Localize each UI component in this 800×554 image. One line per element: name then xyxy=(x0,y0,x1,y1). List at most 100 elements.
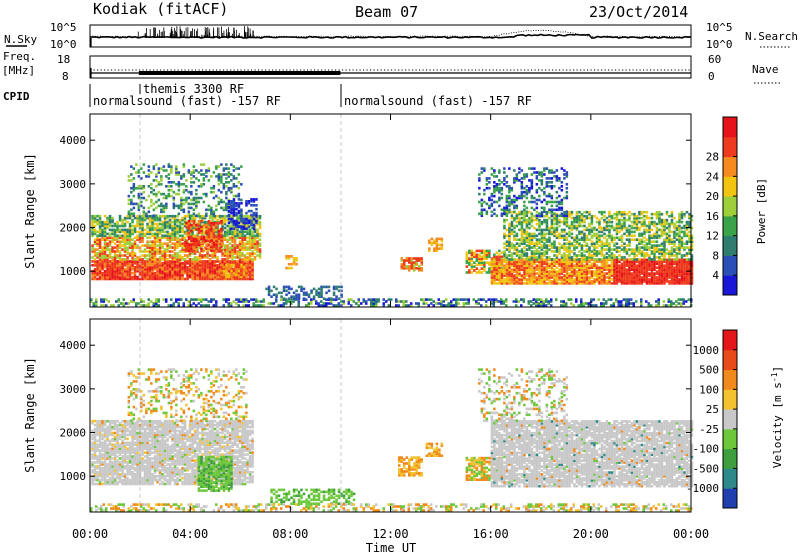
heatmap-cell xyxy=(151,260,154,263)
heatmap-cell xyxy=(563,230,566,234)
heatmap-cell xyxy=(673,274,676,277)
heatmap-cell xyxy=(508,236,511,240)
heatmap-cell xyxy=(655,228,659,232)
heatmap-cell xyxy=(640,276,644,279)
heatmap-cell xyxy=(118,230,122,234)
heatmap-cell xyxy=(658,250,661,253)
heatmap-cell xyxy=(136,238,139,241)
heatmap-cell xyxy=(470,267,474,270)
heatmap-cell xyxy=(653,260,656,264)
heatmap-cell xyxy=(231,262,234,265)
heatmap-cell xyxy=(170,171,173,174)
heatmap-cell xyxy=(196,262,199,265)
heatmap-cell xyxy=(178,238,182,241)
heatmap-cell xyxy=(148,269,152,273)
heatmap-cell xyxy=(490,270,494,273)
heatmap-cell xyxy=(187,196,191,200)
heatmap-cell xyxy=(190,243,193,247)
heatmap-cell xyxy=(212,235,216,239)
heatmap-cell xyxy=(535,280,539,283)
heatmap-cell xyxy=(241,269,244,273)
heatmap-cell xyxy=(540,262,544,266)
heatmap-cell xyxy=(128,260,132,263)
heatmap-cell xyxy=(690,256,694,259)
heatmap-cell xyxy=(111,258,114,261)
heatmap-cell xyxy=(560,246,564,249)
heatmap-cell xyxy=(668,256,671,259)
heatmap-cell xyxy=(223,218,227,222)
heatmap-cell xyxy=(498,282,501,285)
heatmap-cell xyxy=(578,270,581,273)
heatmap-cell xyxy=(93,214,97,218)
heatmap-cell xyxy=(246,236,249,240)
heatmap-cell xyxy=(106,264,109,267)
heatmap-cell xyxy=(643,230,646,234)
heatmap-cell xyxy=(563,236,566,240)
heatmap-cell xyxy=(533,262,536,266)
heatmap-cell xyxy=(480,257,484,260)
heatmap-cell xyxy=(237,205,241,209)
heatmap-cell xyxy=(181,244,184,247)
heatmap-cell xyxy=(650,282,654,285)
heatmap-cell xyxy=(613,216,616,220)
heatmap-cell xyxy=(618,268,621,271)
heatmap-cell xyxy=(156,269,159,273)
heatmap-cell xyxy=(470,251,474,255)
heatmap-cell xyxy=(615,242,619,245)
heatmap-cell xyxy=(540,260,544,264)
heatmap-cell xyxy=(650,268,654,271)
heatmap-cell xyxy=(478,212,481,216)
heatmap-cell xyxy=(600,276,604,279)
heatmap-cell xyxy=(156,260,159,263)
heatmap-cell xyxy=(200,173,203,176)
heatmap-cell xyxy=(638,266,641,269)
heatmap-cell xyxy=(186,214,189,218)
heatmap-cell xyxy=(202,249,206,252)
heatmap-cell xyxy=(146,264,149,267)
heatmap-cell xyxy=(613,228,616,232)
heatmap-cell xyxy=(173,264,177,267)
heatmap-cell xyxy=(138,238,142,241)
heatmap-cell xyxy=(640,232,644,236)
heatmap-cell xyxy=(575,282,579,285)
heatmap-cell xyxy=(235,202,238,205)
heatmap-cell xyxy=(648,272,651,275)
heatmap-cell xyxy=(678,232,681,236)
heatmap-cell xyxy=(613,258,616,262)
heatmap-cell xyxy=(131,256,134,259)
heatmap-cell xyxy=(175,169,178,172)
heatmap-cell xyxy=(143,244,147,247)
heatmap-cell xyxy=(143,234,147,238)
heatmap-cell xyxy=(203,254,207,257)
heatmap-cell xyxy=(493,282,496,285)
heatmap-cell xyxy=(575,238,579,241)
heatmap-cell xyxy=(508,274,511,277)
heatmap-cell xyxy=(603,248,606,251)
heatmap-cell xyxy=(118,273,122,277)
heatmap-cell xyxy=(176,230,179,234)
heatmap-cell xyxy=(565,260,569,264)
heatmap-cell xyxy=(680,236,684,240)
heatmap-cell xyxy=(473,269,476,272)
heatmap-cell xyxy=(578,274,581,277)
heatmap-cell xyxy=(430,241,434,245)
heatmap-cell xyxy=(523,228,526,232)
heatmap-cell xyxy=(588,276,591,279)
heatmap-cell xyxy=(258,250,262,253)
heatmap-cell xyxy=(93,250,97,253)
heatmap-cell xyxy=(177,192,181,196)
heatmap-cell xyxy=(413,261,416,264)
heatmap-cell xyxy=(545,250,549,253)
heatmap-cell xyxy=(236,252,239,255)
heatmap-cell xyxy=(106,260,109,263)
heatmap-cell xyxy=(688,258,691,261)
heatmap-cell xyxy=(533,260,536,264)
heatmap-cell xyxy=(538,262,541,266)
heatmap-cell xyxy=(185,221,188,225)
heatmap-cell xyxy=(533,232,536,236)
heatmap-cell xyxy=(523,230,526,234)
heatmap-cell xyxy=(201,216,204,220)
heatmap-cell xyxy=(198,252,202,255)
heatmap-cell xyxy=(123,277,127,281)
heatmap-cell xyxy=(138,264,142,267)
